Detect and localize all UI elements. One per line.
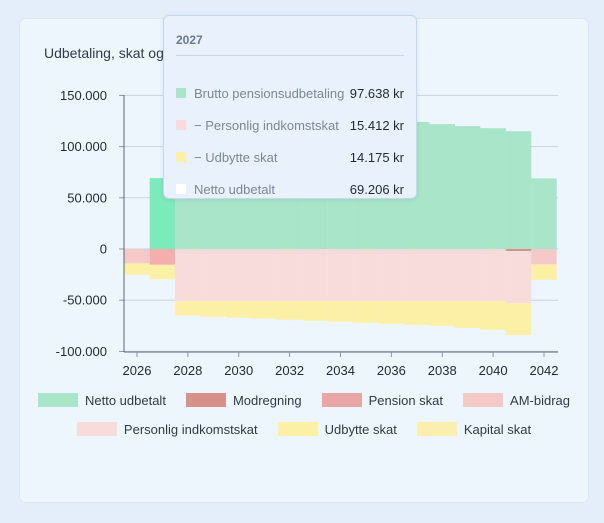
bar-segment — [531, 249, 557, 265]
legend-item[interactable]: Modregning — [176, 392, 312, 408]
bar-segment — [454, 249, 481, 302]
legend-label: Personlig indkomstskat — [123, 421, 258, 437]
bar-segment — [505, 251, 532, 304]
tooltip-value: 15.412 kr — [349, 117, 404, 133]
bar-segment — [531, 178, 557, 249]
legend-swatch — [463, 393, 504, 407]
bar-segment — [251, 249, 277, 302]
chart-tooltip: 2027 Brutto pensionsudbetaling 97.638 kr… — [163, 15, 417, 199]
tooltip-swatch — [176, 152, 186, 162]
legend-swatch — [277, 422, 318, 436]
tooltip-value: 97.638 kr — [349, 85, 404, 101]
bar-segment — [251, 301, 277, 319]
tooltip-swatch — [176, 120, 186, 130]
legend-label: Modregning — [232, 392, 302, 408]
bar-segment — [505, 303, 532, 336]
x-tick-label: 2036 — [377, 363, 406, 378]
chart-legend: Netto udbetalt Modregning Pension skat AM-b… — [20, 392, 588, 437]
legend-item[interactable]: Udbytte skat — [268, 421, 407, 437]
bar-segment — [200, 249, 227, 302]
chart-title: Udbetaling, skat og — [44, 45, 164, 61]
bar-segment — [149, 264, 176, 280]
bar-segment — [378, 301, 405, 324]
tooltip-label: − Udbytte skat — [194, 149, 278, 165]
x-tick-label: 2038 — [428, 363, 457, 378]
y-tick-label: -50.000 — [63, 293, 107, 308]
tooltip-row-income-tax: − Personlig indkomstskat 15.412 kr — [176, 117, 404, 133]
legend-item[interactable]: Personlig indkomstskat — [67, 421, 268, 437]
bar-segment — [353, 301, 379, 323]
tooltip-swatch — [176, 184, 186, 194]
bar-segment — [505, 249, 532, 252]
bar-segment — [454, 301, 481, 328]
bar-segment — [327, 301, 354, 322]
bar-segment — [429, 249, 455, 302]
bar-segment — [124, 249, 150, 264]
bar-segment — [378, 249, 405, 302]
legend-swatch — [416, 422, 457, 436]
tooltip-label: Netto udbetalt — [194, 181, 275, 197]
y-tick-label: 0 — [100, 242, 107, 257]
bar-segment — [480, 249, 506, 302]
x-tick-label: 2042 — [530, 363, 559, 378]
y-tick-label: 150.000 — [60, 88, 107, 103]
x-tick-label: 2032 — [275, 363, 304, 378]
legend-item[interactable]: Kapital skat — [407, 421, 541, 437]
bar-segment — [429, 124, 455, 249]
bar-segment — [505, 131, 532, 249]
tooltip-value: 69.206 kr — [349, 181, 404, 197]
bar-segment — [124, 263, 150, 275]
x-tick-label: 2034 — [326, 363, 355, 378]
tooltip-swatch — [176, 88, 186, 98]
legend-item[interactable]: Netto udbetalt — [28, 392, 176, 408]
bar-segment — [327, 249, 354, 302]
legend-label: Netto udbetalt — [84, 392, 166, 408]
x-tick-label: 2028 — [173, 363, 202, 378]
legend-label: Kapital skat — [463, 421, 532, 437]
legend-swatch — [185, 393, 226, 407]
bar-segment — [531, 264, 557, 280]
bar-segment — [276, 249, 303, 302]
bar-segment — [404, 249, 430, 302]
bar-segment — [226, 249, 252, 302]
bar-segment — [454, 126, 481, 249]
bar-segment — [480, 128, 506, 249]
legend-label: AM-bidrag — [510, 392, 570, 408]
tooltip-row-net: Netto udbetalt 69.206 kr — [176, 181, 404, 197]
tooltip-divider — [176, 55, 404, 56]
tooltip-label: − Personlig indkomstskat — [194, 117, 339, 133]
y-tick-label: 100.000 — [60, 139, 107, 154]
y-tick-label: 50.000 — [67, 190, 107, 205]
bar-segment — [353, 249, 379, 302]
tooltip-label: Brutto pensionsudbetaling — [194, 85, 345, 101]
y-tick-label: -100.000 — [56, 344, 107, 359]
bar-segment — [175, 301, 201, 316]
legend-swatch — [37, 393, 78, 407]
bar-segment — [302, 301, 328, 321]
legend-label: Udbytte skat — [324, 421, 397, 437]
bar-segment — [149, 249, 176, 265]
bar-segment — [302, 249, 328, 302]
tooltip-title: 2027 — [176, 33, 203, 47]
legend-swatch — [321, 393, 362, 407]
legend-label: Pension skat — [368, 392, 444, 408]
tooltip-row-dividend-tax: − Udbytte skat 14.175 kr — [176, 149, 404, 165]
tooltip-value: 14.175 kr — [349, 149, 404, 165]
bar-segment — [200, 301, 227, 317]
bar-segment — [480, 301, 506, 330]
x-tick-label: 2030 — [224, 363, 253, 378]
x-tick-label: 2026 — [123, 363, 152, 378]
x-tick-label: 2040 — [479, 363, 508, 378]
bar-segment — [276, 301, 303, 320]
bar-segment — [175, 249, 201, 302]
tooltip-row-gross: Brutto pensionsudbetaling 97.638 kr — [176, 85, 404, 101]
bar-segment — [226, 301, 252, 318]
legend-item[interactable]: AM-bidrag — [453, 392, 580, 408]
legend-swatch — [76, 422, 117, 436]
bar-segment — [429, 301, 455, 326]
legend-item[interactable]: Pension skat — [312, 392, 453, 408]
bar-segment — [404, 301, 430, 325]
